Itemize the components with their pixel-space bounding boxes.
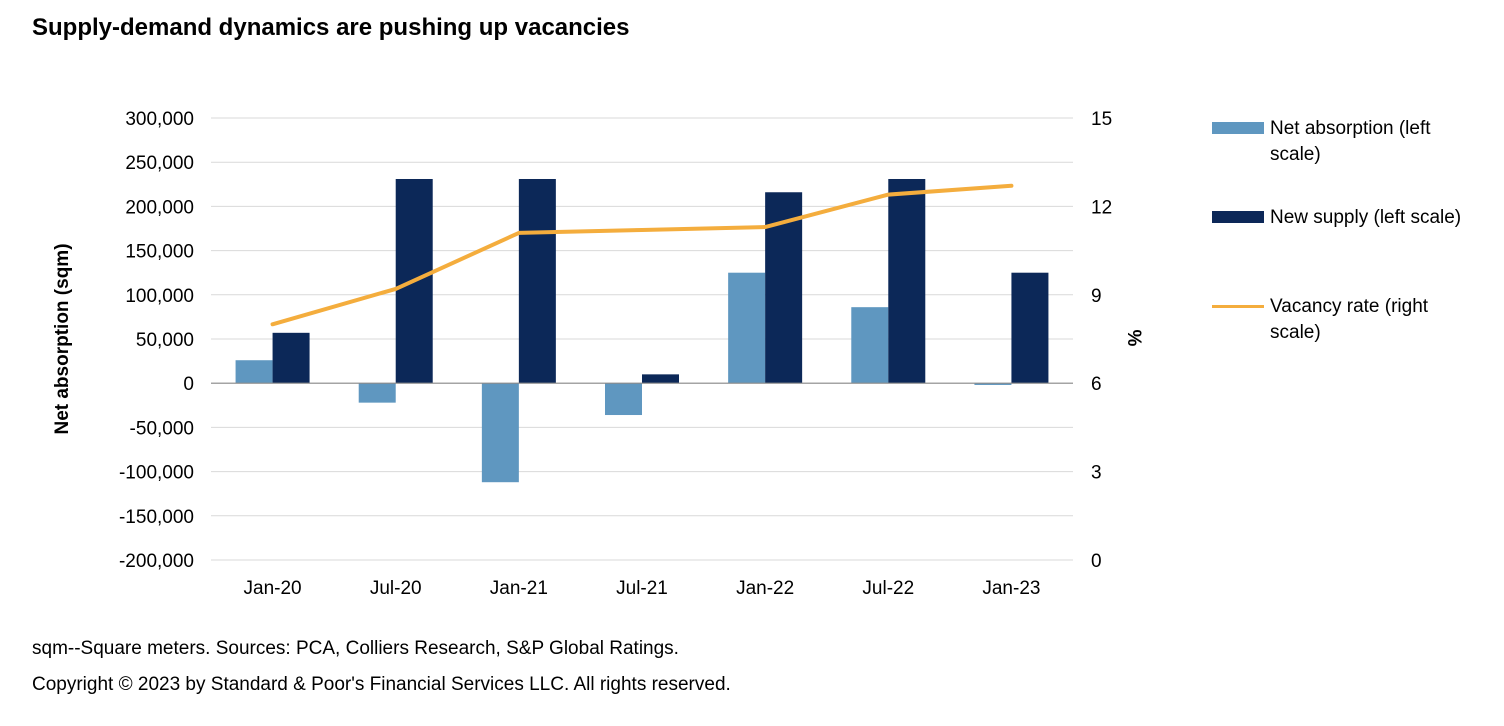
y-tick-label: -50,000 <box>130 418 194 439</box>
y2-tick-label: 12 <box>1091 197 1112 218</box>
x-tick-label-jan-22: Jan-22 <box>736 578 794 599</box>
y-tick-label: 200,000 <box>125 197 194 218</box>
right-axis-label: % <box>1123 330 1144 347</box>
y-tick-label: 300,000 <box>125 109 194 130</box>
chart-title: Supply-demand dynamics are pushing up va… <box>32 14 630 41</box>
y2-tick-label: 9 <box>1091 286 1102 307</box>
legend-swatch-vacancy-rate <box>1212 305 1264 308</box>
bar-net-absorption-jan-20 <box>235 360 273 384</box>
y2-tick-label: 0 <box>1091 551 1102 572</box>
y-tick-label: 150,000 <box>125 242 194 263</box>
y-tick-label: 250,000 <box>125 153 194 174</box>
left-axis-ticks: 300,000 250,000 200,000 150,000 100,000 50,00… <box>119 109 194 572</box>
bar-new-supply-jan-20 <box>272 332 310 384</box>
bar-net-absorption-jul-20 <box>358 383 396 403</box>
bar-net-absorption-jan-23 <box>974 383 1012 385</box>
bar-net-absorption-jul-21 <box>605 383 642 416</box>
y-tick-label: 100,000 <box>125 286 194 307</box>
y-tick-label: -200,000 <box>119 551 194 572</box>
bar-new-supply-jan-23 <box>1011 272 1049 384</box>
copyright-note: Copyright © 2023 by Standard & Poor's Fi… <box>32 674 731 695</box>
x-axis-ticks: Jan-20 Jul-20 Jan-21 Jul-21 Jan-22 Jul-22 Jan-… <box>244 578 1041 599</box>
legend-label-new-supply: New supply (left scale) <box>1270 207 1462 228</box>
legend-swatch-new-supply <box>1212 211 1264 223</box>
bar-net-absorption-jul-22 <box>851 307 889 384</box>
x-tick-label-jan-21: Jan-21 <box>490 578 548 599</box>
bar-new-supply-jan-21 <box>518 178 556 384</box>
y2-tick-label: 6 <box>1091 374 1102 395</box>
bar-new-supply-jul-22 <box>888 178 926 384</box>
y-tick-label: 0 <box>183 374 194 395</box>
y2-tick-label: 3 <box>1091 463 1102 484</box>
source-note: sqm--Square meters. Sources: PCA, Collie… <box>32 638 679 659</box>
x-tick-label-jan-20: Jan-20 <box>244 578 302 599</box>
bar-net-absorption-jan-21 <box>481 383 519 483</box>
bars <box>235 178 1049 483</box>
gridlines <box>211 117 1073 561</box>
right-axis-ticks: 15 12 9 6 3 0 <box>1091 109 1112 572</box>
legend-label-vacancy-rate: Vacancy rate (right scale) <box>1270 296 1429 343</box>
x-tick-label-jan-23: Jan-23 <box>982 578 1040 599</box>
y-tick-label: 50,000 <box>136 330 194 351</box>
y-tick-label: -100,000 <box>119 463 194 484</box>
x-tick-label-jul-21: Jul-21 <box>616 578 668 599</box>
bar-net-absorption-jan-22 <box>728 272 766 384</box>
legend-swatch-net-absorption <box>1212 122 1264 134</box>
vacancy-line-group <box>270 183 1014 327</box>
bar-new-supply-jul-21 <box>642 374 679 384</box>
legend-label-net-absorption: Net absorption (left scale) <box>1270 118 1431 165</box>
x-tick-label-jul-22: Jul-22 <box>862 578 914 599</box>
y-tick-label: -150,000 <box>119 507 194 528</box>
left-axis-label: Net absorption (sqm) <box>52 243 73 434</box>
y2-tick-label: 15 <box>1091 109 1112 130</box>
x-tick-label-jul-20: Jul-20 <box>370 578 422 599</box>
